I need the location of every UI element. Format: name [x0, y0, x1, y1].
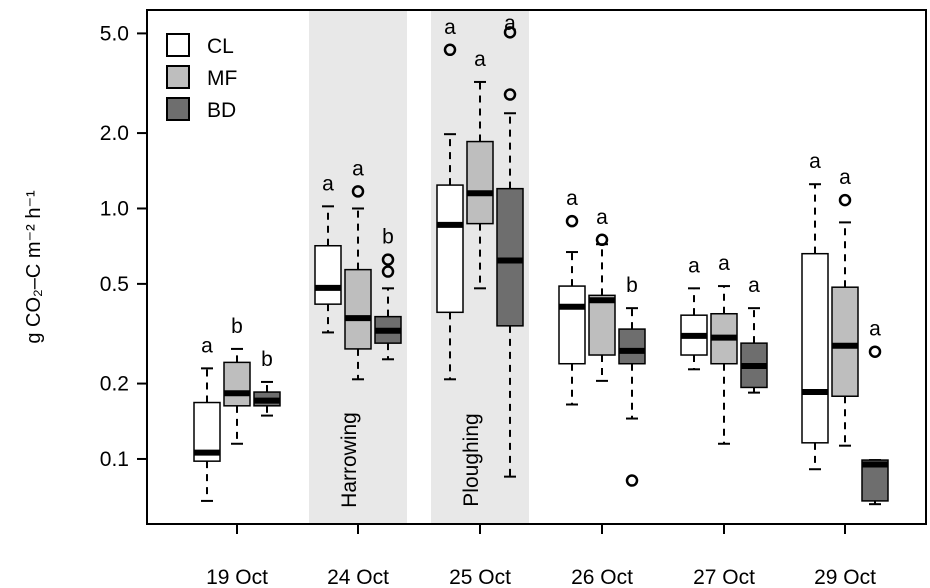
significance-letter-cl: a — [566, 187, 578, 210]
y-tick-label: 1.0 — [100, 197, 129, 220]
box-cl — [436, 184, 464, 314]
outlier-point-mf — [595, 233, 609, 247]
y-tick-label: 0.5 — [100, 273, 129, 296]
box-group-27-oct: a aa — [680, 252, 768, 445]
box-mf — [344, 268, 372, 350]
significance-letter-cl: a — [688, 254, 700, 277]
y-axis-label: g CO₂–C m⁻² h⁻¹ — [23, 190, 45, 344]
outlier-point-bd — [381, 253, 395, 266]
box-bd — [618, 328, 646, 365]
significance-letter-cl: a — [201, 334, 213, 357]
outlier-point-bd — [503, 88, 517, 101]
significance-letter-bd: b — [382, 226, 394, 249]
x-tick-label: 19 Oct — [206, 566, 268, 588]
outlier-point-bd — [381, 265, 395, 278]
significance-letter-cl: a — [809, 150, 821, 173]
box-mf — [466, 140, 494, 225]
outlier-point-cl — [565, 214, 579, 228]
box-cl — [314, 244, 342, 305]
significance-letter-cl: a — [444, 16, 456, 39]
box-group-26-oct: aa b — [558, 187, 646, 487]
y-tick-label: 0.2 — [100, 373, 129, 396]
box-group-19-oct: abb — [193, 315, 281, 502]
y-tick-label: 0.1 — [100, 448, 129, 471]
box-group-25-oct: aaa — [436, 12, 524, 478]
significance-letter-mf: a — [474, 48, 486, 71]
significance-letter-bd: a — [869, 318, 881, 341]
outlier-point-mf — [838, 193, 852, 207]
box-bd — [496, 187, 524, 327]
y-tick-label: 2.0 — [100, 122, 129, 145]
significance-letter-bd: a — [748, 274, 760, 297]
significance-letter-mf: a — [839, 166, 851, 189]
significance-letter-mf: a — [596, 206, 608, 229]
x-tick-label: 29 Oct — [814, 566, 876, 588]
legend-swatch-mf — [166, 65, 190, 89]
x-tick-label: 27 Oct — [693, 566, 755, 588]
significance-letter-bd: a — [504, 12, 516, 35]
legend-swatch-cl — [166, 33, 190, 57]
outlier-point-mf — [351, 185, 365, 198]
significance-letter-cl: a — [322, 172, 334, 195]
outlier-point-bd — [868, 345, 882, 358]
box-mf — [588, 294, 616, 356]
outlier-point-bd — [503, 26, 517, 39]
significance-letter-mf: a — [352, 157, 364, 180]
outlier-point-cl — [443, 43, 457, 57]
plot-frame — [146, 9, 927, 525]
legend-label-mf: MF — [207, 67, 237, 90]
legend: CL MF BD — [166, 33, 237, 122]
significance-letter-mf: b — [231, 315, 243, 338]
box-group-24-oct: aa b — [314, 157, 402, 381]
legend-label-cl: CL — [207, 35, 234, 58]
legend-label-bd: BD — [207, 99, 236, 122]
significance-letter-mf: a — [718, 252, 730, 275]
box-cl — [801, 252, 829, 444]
event-label-harrowing: Harrowing — [338, 412, 361, 508]
x-tick-label: 25 Oct — [449, 566, 511, 588]
x-tick-label: 26 Oct — [571, 566, 633, 588]
box-group-29-oct: aaa — [801, 150, 889, 506]
box-mf — [831, 286, 859, 397]
y-tick-label: 5.0 — [100, 22, 129, 45]
legend-swatch-bd — [166, 97, 190, 121]
box-mf — [223, 361, 251, 407]
outlier-point-bd — [625, 474, 639, 487]
x-tick-label: 24 Oct — [327, 566, 389, 588]
significance-letter-bd: b — [626, 274, 638, 297]
box-cl — [558, 285, 586, 365]
event-label-ploughing: Ploughing — [460, 413, 483, 506]
significance-letter-bd: b — [261, 348, 273, 371]
